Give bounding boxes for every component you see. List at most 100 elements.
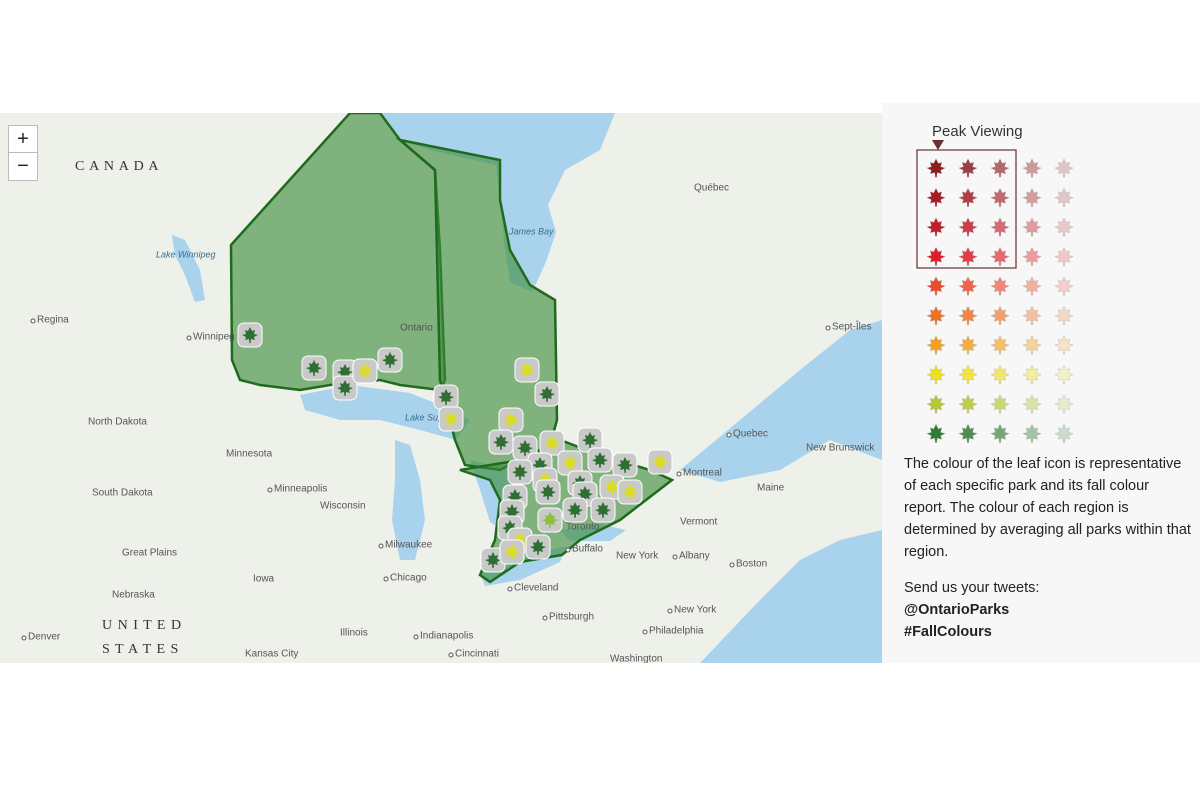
map-label: Illinois xyxy=(340,628,368,639)
map-label: South Dakota xyxy=(92,488,153,499)
map-layer: C A N A D A Québec James Bay Lake Winnipeg R… xyxy=(0,113,882,663)
park-marker[interactable] xyxy=(332,375,358,401)
park-marker[interactable] xyxy=(498,407,524,433)
map-label: Great Plains xyxy=(122,548,177,559)
park-marker[interactable] xyxy=(499,539,525,565)
legend-leaf xyxy=(1022,305,1042,326)
leaf xyxy=(926,187,946,208)
hashtag[interactable]: #FallColours xyxy=(904,624,992,640)
park-marker[interactable] xyxy=(352,358,378,384)
leaf xyxy=(958,364,978,385)
legend-leaf xyxy=(1022,335,1042,355)
leaf xyxy=(1054,335,1074,355)
city-dot xyxy=(825,325,831,331)
map-label: Sept-Îles xyxy=(832,320,871,333)
legend-leaf xyxy=(990,305,1010,326)
map-label: Winnipeg xyxy=(193,332,235,343)
legend-leaf xyxy=(958,394,978,414)
leaf xyxy=(958,335,978,355)
legend-pointer xyxy=(932,140,944,150)
park-marker[interactable] xyxy=(647,449,673,475)
legend-leaf xyxy=(958,364,978,385)
leaf xyxy=(926,276,946,296)
park-marker[interactable] xyxy=(377,347,403,373)
park-marker[interactable] xyxy=(237,322,263,348)
park-marker[interactable] xyxy=(535,479,561,505)
map-label: Indianapolis xyxy=(420,631,473,642)
legend-leaf xyxy=(1054,364,1074,385)
leaf xyxy=(958,394,978,414)
legend-leaf xyxy=(958,158,978,178)
legend-leaf xyxy=(1022,246,1042,267)
leaf xyxy=(1054,217,1074,237)
leaf xyxy=(958,305,978,326)
map-label: C A N A D A xyxy=(75,159,160,174)
park-marker[interactable] xyxy=(590,497,616,523)
map: C A N A D A Québec James Bay Lake Winnipeg R… xyxy=(0,113,882,663)
map-label: Lake Winnipeg xyxy=(156,249,215,259)
legend-leaf xyxy=(1054,276,1074,296)
map-label: Albany xyxy=(679,551,710,562)
park-marker[interactable] xyxy=(433,384,459,410)
city-dot xyxy=(267,487,273,493)
map-label: Cincinnati xyxy=(455,649,499,660)
leaf xyxy=(958,158,978,178)
park-marker[interactable] xyxy=(587,447,613,473)
city-dot xyxy=(21,635,27,641)
legend-leaf xyxy=(1054,335,1074,355)
legend-leaf xyxy=(926,305,946,326)
legend-leaf xyxy=(958,423,978,444)
map-label: New York xyxy=(616,551,659,562)
park-marker[interactable] xyxy=(537,507,563,533)
park-marker[interactable] xyxy=(438,406,464,432)
legend-leaf xyxy=(958,276,978,296)
zoom-in[interactable]: + xyxy=(8,125,38,154)
zoom-out[interactable]: − xyxy=(8,152,38,181)
leaf xyxy=(990,364,1010,385)
leaf xyxy=(1022,276,1042,296)
leaf xyxy=(958,187,978,208)
legend-leaf xyxy=(990,217,1010,237)
tweet-prompt: Send us your tweets: xyxy=(904,580,1040,596)
legend-leaf xyxy=(1054,305,1074,326)
leaf xyxy=(1054,305,1074,326)
legend-leaf xyxy=(926,187,946,208)
park-marker[interactable] xyxy=(488,429,514,455)
legend-leaf xyxy=(1054,423,1074,444)
legend-leaf xyxy=(1054,187,1074,208)
legend-leaf xyxy=(926,364,946,385)
park-marker[interactable] xyxy=(539,430,565,456)
park-marker[interactable] xyxy=(525,534,551,560)
legend-leaf xyxy=(926,335,946,355)
park-marker[interactable] xyxy=(301,355,327,381)
leaf xyxy=(1054,423,1074,444)
park-marker[interactable] xyxy=(534,381,560,407)
legend-panel: Peak Viewing xyxy=(916,123,1074,444)
legend-leaf xyxy=(990,158,1010,178)
park-marker[interactable] xyxy=(617,479,643,505)
leaf xyxy=(1022,305,1042,326)
leaf xyxy=(1054,276,1074,296)
legend-leaf xyxy=(1054,217,1074,237)
map-labels: C A N A D A Québec James Bay Lake Winnipeg R… xyxy=(21,159,875,663)
leaf xyxy=(1022,394,1042,414)
leaf xyxy=(1054,187,1074,208)
leaf xyxy=(926,305,946,326)
leaf xyxy=(990,217,1010,237)
map-label: Boston xyxy=(736,559,767,570)
handle[interactable]: @OntarioParks xyxy=(904,602,1010,618)
park-marker[interactable] xyxy=(507,459,533,485)
city-dot xyxy=(729,562,735,568)
park-marker[interactable] xyxy=(562,497,588,523)
map-label: Maine xyxy=(757,483,785,494)
park-marker[interactable] xyxy=(514,357,540,383)
leaf xyxy=(990,335,1010,355)
map-label: Regina xyxy=(37,315,69,326)
legend-leaf xyxy=(990,423,1010,444)
map-label: Minnesota xyxy=(226,449,273,460)
map-label: Québec xyxy=(694,183,729,194)
leaf xyxy=(958,423,978,444)
leaf xyxy=(1022,158,1042,178)
park-marker[interactable] xyxy=(612,452,638,478)
